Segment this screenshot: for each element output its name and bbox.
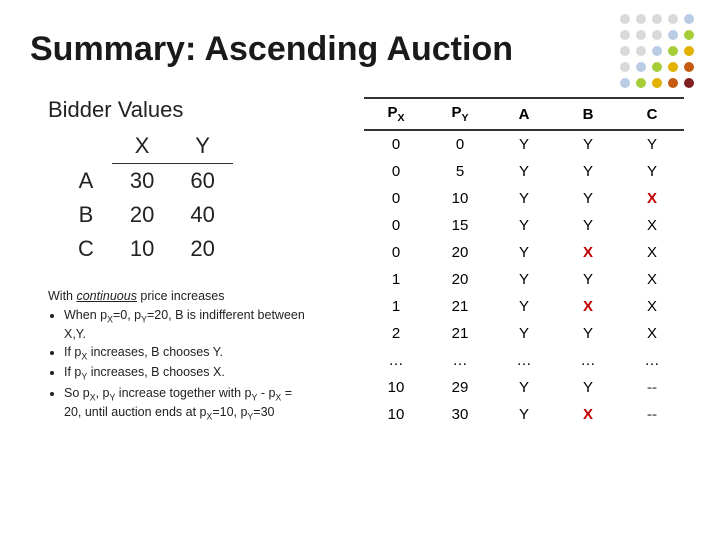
table-row: 121YXX — [364, 293, 684, 320]
col-header: PY — [428, 98, 492, 130]
table-header-row: PXPYABC — [364, 98, 684, 130]
table-row: 05YYY — [364, 158, 684, 185]
list-item: If pX increases, B chooses Y. — [64, 344, 308, 363]
table-row: B2040 — [60, 198, 233, 232]
notes-block: With continuous price increases When pX=… — [48, 288, 308, 423]
col-header: C — [620, 98, 684, 130]
table-row: 120YYX — [364, 266, 684, 293]
table-row: 1029YY-- — [364, 374, 684, 401]
table-row: C1020 — [60, 232, 233, 266]
list-item: So pX, pY increase together with pY - pX… — [64, 385, 308, 424]
table-row: 015YYX — [364, 212, 684, 239]
table-row: A3060 — [60, 164, 233, 199]
content-area: Bidder Values X Y A3060B2040C1020 With c… — [0, 69, 720, 428]
table-header-row: X Y — [60, 129, 233, 164]
right-column: PXPYABC 00YYY05YYY010YYX015YYX020YXX120Y… — [364, 97, 684, 428]
bidder-values-table: X Y A3060B2040C1020 — [60, 129, 233, 266]
col-header: A — [492, 98, 556, 130]
price-path-table: PXPYABC 00YYY05YYY010YYX015YYX020YXX120Y… — [364, 97, 684, 428]
corner-dots-decoration — [620, 14, 696, 90]
bidder-values-title: Bidder Values — [48, 97, 308, 123]
table-row: 010YYX — [364, 185, 684, 212]
col-y: Y — [172, 129, 232, 164]
list-item: When pX=0, pY=20, B is indifferent betwe… — [64, 307, 308, 343]
table-row: …………… — [364, 347, 684, 374]
slide-title: Summary: Ascending Auction — [0, 0, 720, 69]
col-x: X — [112, 129, 172, 164]
table-row: 221YYX — [364, 320, 684, 347]
table-row: 00YYY — [364, 130, 684, 158]
table-row: 020YXX — [364, 239, 684, 266]
col-header: B — [556, 98, 620, 130]
left-column: Bidder Values X Y A3060B2040C1020 With c… — [48, 97, 308, 428]
list-item: If pY increases, B chooses X. — [64, 364, 308, 383]
col-header: PX — [364, 98, 428, 130]
table-row: 1030YX-- — [364, 401, 684, 428]
notes-lead: With continuous price increases — [48, 288, 308, 305]
